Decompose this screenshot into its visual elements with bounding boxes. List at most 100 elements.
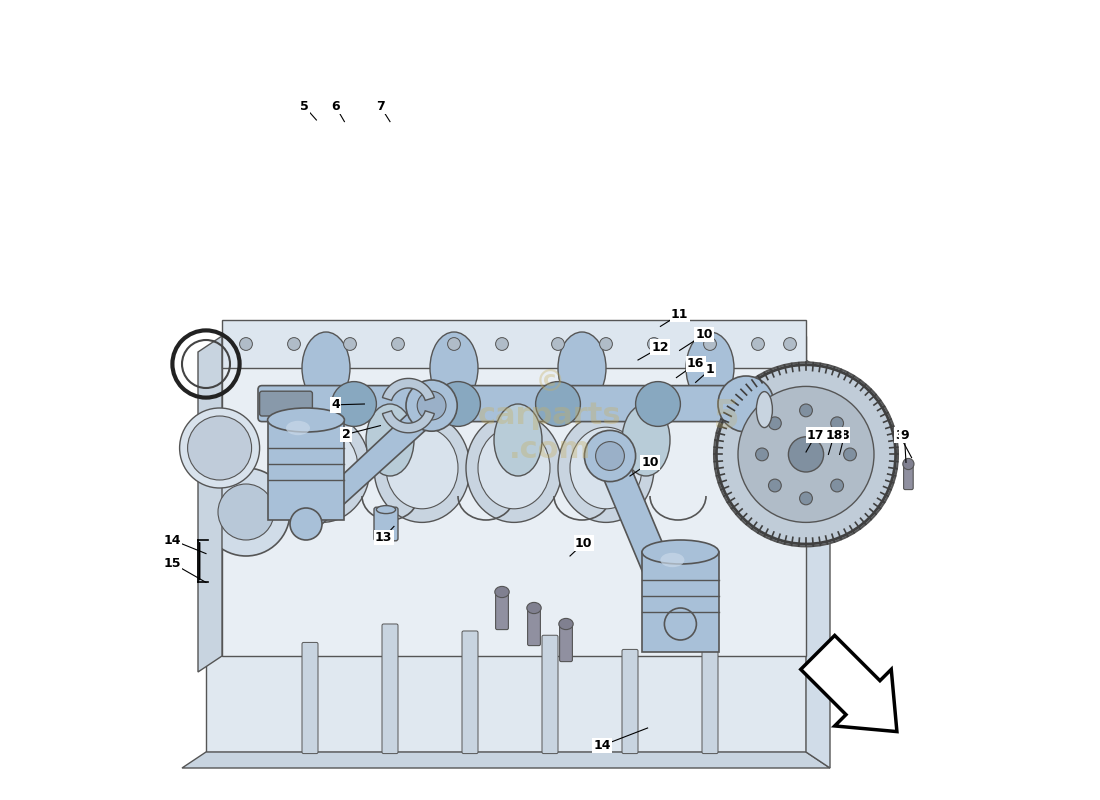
Ellipse shape [558, 414, 654, 522]
Text: ©
carparts
.com: © carparts .com [478, 368, 622, 464]
Circle shape [600, 338, 613, 350]
Circle shape [903, 458, 914, 470]
Circle shape [800, 492, 813, 505]
FancyBboxPatch shape [302, 642, 318, 754]
Ellipse shape [430, 332, 478, 404]
Polygon shape [198, 336, 222, 672]
Polygon shape [383, 411, 434, 433]
Ellipse shape [374, 414, 470, 522]
FancyBboxPatch shape [260, 391, 312, 416]
Polygon shape [182, 752, 830, 768]
FancyBboxPatch shape [462, 631, 478, 754]
Circle shape [844, 448, 857, 461]
Ellipse shape [495, 586, 509, 598]
Text: 17: 17 [807, 429, 824, 442]
FancyBboxPatch shape [496, 590, 508, 630]
Text: 5: 5 [713, 397, 739, 435]
Circle shape [240, 338, 252, 350]
Text: 9: 9 [900, 429, 909, 442]
FancyBboxPatch shape [903, 462, 913, 490]
Circle shape [406, 380, 458, 431]
Ellipse shape [302, 332, 350, 404]
Polygon shape [222, 320, 806, 368]
Circle shape [202, 468, 290, 556]
Polygon shape [222, 336, 806, 656]
Circle shape [287, 338, 300, 350]
Text: 4: 4 [331, 398, 340, 411]
Text: 1: 1 [705, 363, 714, 376]
Polygon shape [806, 360, 830, 768]
Ellipse shape [570, 427, 642, 509]
Circle shape [738, 386, 874, 522]
Text: 14: 14 [593, 739, 611, 752]
Text: 8: 8 [840, 429, 849, 442]
Text: 16: 16 [686, 358, 704, 370]
Circle shape [179, 408, 260, 488]
Circle shape [704, 338, 716, 350]
Circle shape [769, 417, 781, 430]
Circle shape [714, 362, 898, 546]
Circle shape [290, 508, 322, 540]
FancyBboxPatch shape [382, 624, 398, 754]
Text: 11: 11 [671, 308, 689, 321]
FancyBboxPatch shape [542, 635, 558, 754]
Text: 3: 3 [895, 429, 904, 442]
Ellipse shape [621, 404, 670, 476]
Circle shape [648, 338, 660, 350]
Text: 15: 15 [164, 557, 182, 570]
Circle shape [584, 430, 636, 482]
Circle shape [331, 382, 376, 426]
Text: 5: 5 [300, 100, 309, 113]
Ellipse shape [267, 408, 344, 432]
Circle shape [595, 442, 625, 470]
FancyBboxPatch shape [374, 507, 398, 541]
Circle shape [392, 338, 405, 350]
Ellipse shape [686, 332, 734, 404]
Polygon shape [594, 456, 696, 624]
Ellipse shape [466, 414, 562, 522]
Circle shape [769, 479, 781, 492]
Circle shape [718, 376, 774, 432]
FancyBboxPatch shape [702, 650, 718, 754]
Circle shape [664, 608, 696, 640]
Circle shape [436, 382, 481, 426]
Circle shape [756, 448, 769, 461]
Circle shape [448, 338, 461, 350]
Ellipse shape [286, 421, 310, 435]
Circle shape [789, 437, 824, 472]
Ellipse shape [376, 506, 396, 514]
Text: 7: 7 [376, 100, 385, 113]
FancyBboxPatch shape [621, 650, 638, 754]
Ellipse shape [274, 414, 370, 522]
Circle shape [343, 338, 356, 350]
Circle shape [800, 404, 813, 417]
Polygon shape [267, 420, 344, 520]
Circle shape [551, 338, 564, 350]
Ellipse shape [366, 404, 414, 476]
Text: 10: 10 [695, 328, 713, 341]
Ellipse shape [386, 427, 458, 509]
Ellipse shape [478, 427, 550, 509]
Ellipse shape [527, 602, 541, 614]
Ellipse shape [757, 392, 772, 427]
Text: 14: 14 [164, 534, 182, 546]
Text: 2: 2 [342, 428, 351, 441]
Polygon shape [206, 360, 806, 752]
Polygon shape [642, 552, 718, 652]
Circle shape [636, 382, 681, 426]
Ellipse shape [660, 553, 684, 567]
FancyBboxPatch shape [560, 622, 572, 662]
Text: 18: 18 [825, 429, 843, 442]
Circle shape [830, 417, 844, 430]
FancyBboxPatch shape [528, 606, 540, 646]
Circle shape [830, 479, 844, 492]
Circle shape [188, 416, 252, 480]
Text: 6: 6 [331, 100, 340, 113]
Circle shape [496, 338, 508, 350]
Ellipse shape [642, 540, 718, 564]
Ellipse shape [286, 427, 358, 509]
Polygon shape [801, 635, 896, 731]
Polygon shape [383, 378, 434, 400]
Text: 12: 12 [651, 341, 669, 354]
Circle shape [783, 338, 796, 350]
